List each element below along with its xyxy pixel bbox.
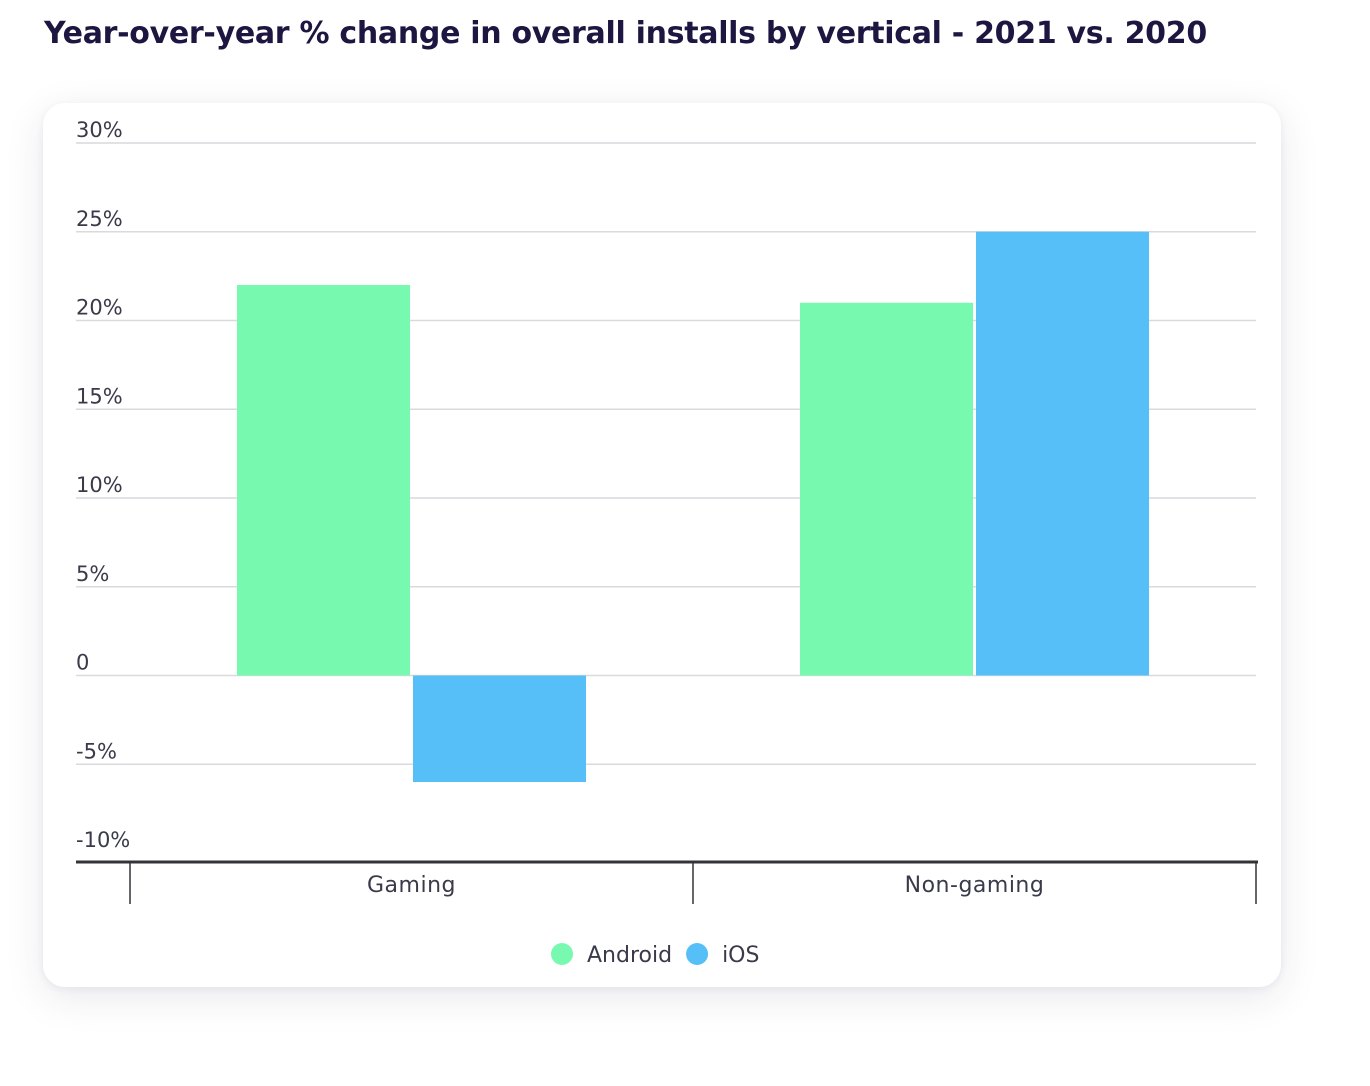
legend-swatch-ios [686, 943, 709, 965]
y-tick-label: 15% [76, 384, 123, 408]
chart-title: Year-over-year % change in overall insta… [44, 16, 1207, 51]
x-axis: Gaming Non-gaming [76, 860, 1258, 904]
y-tick-label: -5% [76, 739, 117, 763]
y-tick-label: -10% [76, 828, 130, 852]
chart-card: 30% 25% 20% 15% 10% 5% 0 -5% -10% Gaming Non-gami… [43, 103, 1281, 987]
y-tick-label: 25% [76, 207, 123, 231]
y-tick-label: 0 [76, 651, 89, 675]
bar-chart: 30% 25% 20% 15% 10% 5% 0 -5% -10% Gaming Non-gami… [76, 118, 1258, 968]
x-category-label: Gaming [367, 873, 456, 898]
legend-label-android: Android [587, 943, 672, 968]
x-category-label: Non-gaming [905, 873, 1045, 898]
bars [237, 231, 1149, 782]
bar-ios-non-gaming [976, 231, 1149, 676]
legend: Android iOS [551, 943, 759, 968]
legend-swatch-android [551, 943, 573, 965]
bar-ios-gaming [413, 675, 586, 782]
y-tick-label: 10% [76, 473, 123, 497]
y-tick-label: 20% [76, 296, 123, 320]
legend-label-ios: iOS [722, 943, 759, 968]
y-tick-label: 5% [76, 562, 109, 586]
y-axis-tick-labels: 30% 25% 20% 15% 10% 5% 0 -5% -10% [76, 118, 130, 852]
y-tick-label: 30% [76, 118, 123, 142]
bar-android-non-gaming [800, 302, 973, 676]
bar-android-gaming [237, 285, 410, 676]
